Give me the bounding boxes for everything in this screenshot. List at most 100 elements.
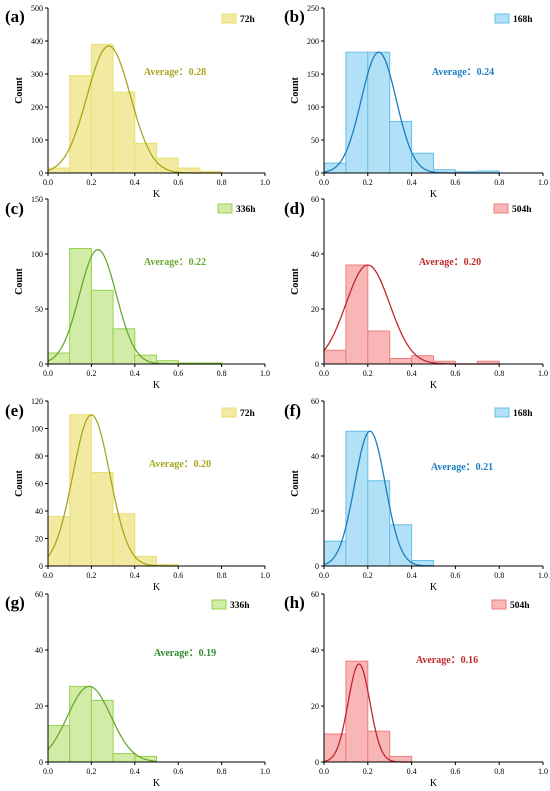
y-axis-title: Count <box>14 267 25 294</box>
histogram-panel: 0.0 0.2 0.4 0.6 0.8 1.0 0 20 40 60 K Count (d) 504h Av… <box>284 195 548 391</box>
x-tick-label: 1.0 <box>538 369 548 378</box>
legend-swatch <box>217 203 233 214</box>
x-tick-label: 0.2 <box>363 571 373 580</box>
y-tick-label: 20 <box>311 305 319 314</box>
x-tick-label: 0.2 <box>363 369 373 378</box>
y-tick-label: 20 <box>311 507 319 516</box>
legend-label: 72h <box>240 409 256 419</box>
x-tick-label: 0.0 <box>43 178 53 187</box>
histogram-panel: 0.0 0.2 0.4 0.6 0.8 1.0 0 100 200 300 400 500 K Count… <box>5 4 270 200</box>
y-tick-label: 0 <box>39 562 43 571</box>
histogram-bar <box>90 289 114 365</box>
x-tick-label: 1.0 <box>260 178 270 187</box>
x-tick-label: 0.2 <box>86 178 96 187</box>
y-tick-label: 40 <box>311 452 319 461</box>
x-tick-label: 0.8 <box>217 369 227 378</box>
histogram-panel: 0.0 0.2 0.4 0.6 0.8 1.0 0 20 40 60 K (h) 504h Average… <box>284 590 548 789</box>
x-tick-label: 0.6 <box>173 767 183 776</box>
legend-swatch <box>494 13 510 24</box>
normal-fit-curve <box>47 685 157 763</box>
x-tick-label: 0.4 <box>407 571 417 580</box>
histogram-bar <box>367 330 391 365</box>
histogram-panel: 0.0 0.2 0.4 0.6 0.8 1.0 0 20 40 60 K (g) 336h Average… <box>5 590 270 789</box>
y-tick-label: 60 <box>35 480 43 489</box>
x-axis-title: K <box>430 189 438 200</box>
average-annotation: Average：0.22 <box>144 257 206 268</box>
y-tick-label: 60 <box>311 397 319 406</box>
x-tick-label: 0.6 <box>173 571 183 580</box>
y-tick-label: 40 <box>35 646 43 655</box>
y-tick-label: 60 <box>35 590 43 599</box>
panel-label: (h) <box>284 593 305 612</box>
histogram-panel: 0.0 0.2 0.4 0.6 0.8 1.0 0 20 40 60 80 100 120 K Count (… <box>5 397 270 593</box>
legend-label: 504h <box>512 205 532 215</box>
x-axis-title: K <box>153 778 161 789</box>
x-tick-label: 0.4 <box>407 178 417 187</box>
x-tick-label: 0.4 <box>130 767 140 776</box>
x-axis-title: K <box>430 582 438 593</box>
legend-label: 336h <box>236 205 256 215</box>
histogram-bar <box>411 152 435 174</box>
x-tick-label: 0.8 <box>494 369 504 378</box>
histogram-bar <box>90 43 114 174</box>
x-tick-label: 0.8 <box>217 767 227 776</box>
x-axis-title: K <box>153 582 161 593</box>
x-tick-label: 0.2 <box>363 178 373 187</box>
x-tick-label: 0.0 <box>319 767 329 776</box>
y-tick-label: 250 <box>307 4 319 13</box>
histogram-bar <box>345 264 369 365</box>
y-tick-label: 20 <box>311 702 319 711</box>
normal-fit-curve <box>323 430 434 567</box>
y-tick-label: 100 <box>31 425 43 434</box>
x-axis-title: K <box>153 380 161 391</box>
x-tick-label: 0.6 <box>450 767 460 776</box>
x-tick-label: 0.8 <box>217 571 227 580</box>
x-tick-label: 0.8 <box>494 767 504 776</box>
x-tick-label: 0.6 <box>450 571 460 580</box>
legend-label: 336h <box>230 601 250 611</box>
y-tick-label: 0 <box>315 169 319 178</box>
legend-swatch <box>493 203 509 214</box>
x-axis-title: K <box>430 778 438 789</box>
histogram-bar <box>90 699 114 763</box>
panel-label: (g) <box>5 593 25 612</box>
y-tick-label: 40 <box>311 250 319 259</box>
x-tick-label: 1.0 <box>260 767 270 776</box>
y-tick-label: 100 <box>31 136 43 145</box>
y-tick-label: 300 <box>31 70 43 79</box>
y-tick-label: 50 <box>311 136 319 145</box>
x-tick-label: 0.4 <box>130 178 140 187</box>
histogram-bar <box>47 352 71 365</box>
x-axis-title: K <box>153 189 161 200</box>
y-tick-label: 100 <box>307 103 319 112</box>
panel-label: (f) <box>284 401 301 420</box>
x-tick-label: 0.4 <box>130 571 140 580</box>
histogram-bar <box>367 51 391 174</box>
average-annotation: Average：0.19 <box>154 648 216 659</box>
legend-label: 168h <box>513 15 533 25</box>
y-tick-label: 0 <box>39 360 43 369</box>
histogram-bar <box>90 472 114 567</box>
y-tick-label: 120 <box>31 397 43 406</box>
x-tick-label: 1.0 <box>538 767 548 776</box>
x-tick-label: 0.2 <box>86 571 96 580</box>
y-tick-label: 40 <box>35 507 43 516</box>
x-tick-label: 0.0 <box>319 571 329 580</box>
histogram-panel: 0.0 0.2 0.4 0.6 0.8 1.0 0 50 100 150 200 250 K Count (… <box>284 4 548 200</box>
y-tick-label: 500 <box>31 4 43 13</box>
y-tick-label: 40 <box>311 646 319 655</box>
average-annotation: Average：0.21 <box>431 462 493 473</box>
y-tick-label: 0 <box>315 562 319 571</box>
histogram-bar <box>323 733 347 763</box>
y-tick-label: 200 <box>307 37 319 46</box>
y-tick-label: 0 <box>315 360 319 369</box>
y-tick-label: 20 <box>35 535 43 544</box>
y-tick-label: 400 <box>31 37 43 46</box>
y-tick-label: 0 <box>39 169 43 178</box>
x-tick-label: 0.2 <box>86 767 96 776</box>
y-tick-label: 150 <box>307 70 319 79</box>
panel-label: (c) <box>5 199 24 218</box>
y-tick-label: 50 <box>35 305 43 314</box>
x-tick-label: 0.0 <box>43 767 53 776</box>
